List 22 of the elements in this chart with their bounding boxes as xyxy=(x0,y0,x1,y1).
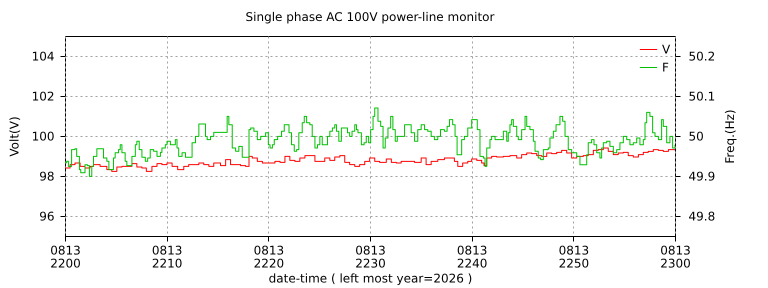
x-tick-label: 0813 2240 xyxy=(456,244,488,270)
y-axis-title: Volt(V) xyxy=(8,116,22,157)
x-tick-label: 0813 2230 xyxy=(355,244,386,270)
x-tick-label: 0813 2200 xyxy=(50,244,81,270)
y2-tick-label: 49.8 xyxy=(688,210,716,224)
legend-label: V xyxy=(662,42,671,56)
y-tick-label: 102 xyxy=(32,90,54,104)
y-tick-label: 100 xyxy=(32,130,54,144)
x-tick-label: 0813 2250 xyxy=(558,244,590,270)
y2-tick-label: 50.2 xyxy=(688,50,716,64)
y-tick-label: 104 xyxy=(32,50,54,64)
y-tick-label: 96 xyxy=(39,210,54,224)
y2-tick-label: 49.9 xyxy=(688,170,716,184)
y2-tick-label: 50 xyxy=(688,130,704,144)
x-tick-label: 0813 2210 xyxy=(152,244,182,270)
x-tick-label: 0813 2300 xyxy=(660,244,691,270)
y2-axis-title: Freq.(Hz) xyxy=(723,109,738,164)
chart-title: Single phase AC 100V power-line monitor xyxy=(246,10,495,24)
y2-tick-label: 50.1 xyxy=(688,90,716,104)
legend-label: F xyxy=(662,60,669,74)
x-axis-title: date-time ( left most year=2026 ) xyxy=(268,272,472,286)
y-tick-label: 98 xyxy=(39,170,54,184)
